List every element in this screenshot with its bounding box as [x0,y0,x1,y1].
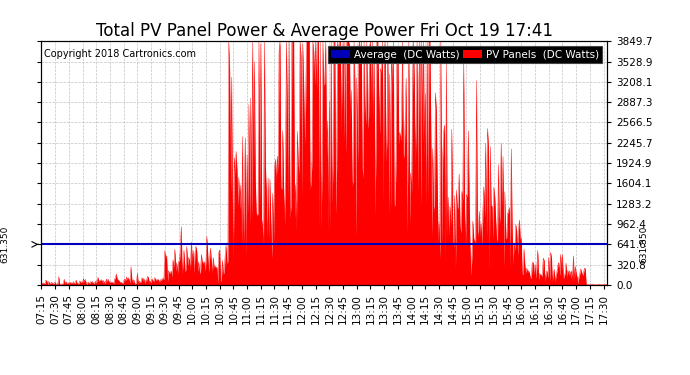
Title: Total PV Panel Power & Average Power Fri Oct 19 17:41: Total PV Panel Power & Average Power Fri… [96,22,553,40]
Text: 631.350: 631.350 [0,226,9,263]
Text: 631.350: 631.350 [640,226,649,263]
Text: Copyright 2018 Cartronics.com: Copyright 2018 Cartronics.com [44,49,196,58]
Legend: Average  (DC Watts), PV Panels  (DC Watts): Average (DC Watts), PV Panels (DC Watts) [328,46,602,63]
